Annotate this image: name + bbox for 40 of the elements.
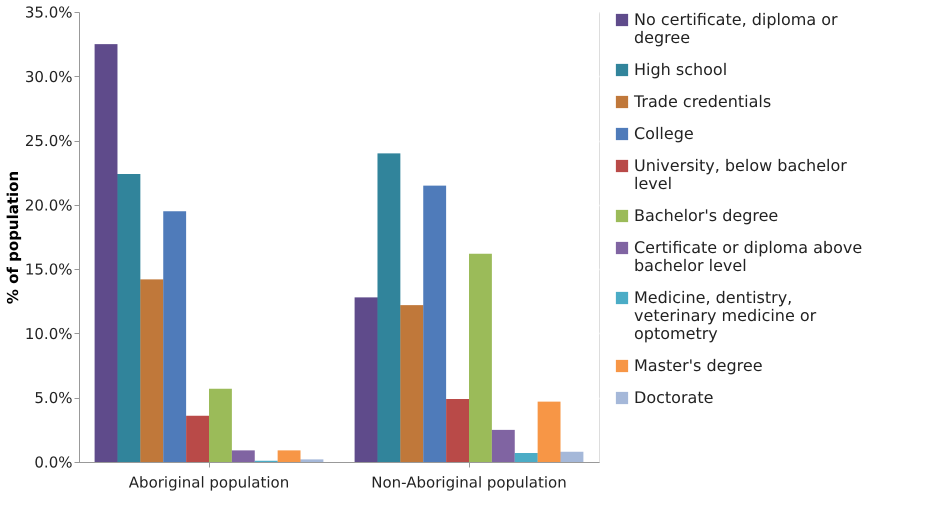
y-tick-label: 35.0% xyxy=(24,4,72,22)
bar xyxy=(300,459,324,462)
bar xyxy=(140,279,164,462)
bar xyxy=(354,297,378,462)
y-tick-label: 10.0% xyxy=(24,324,72,343)
legend-label: Certificate or diploma above bachelor level xyxy=(634,238,862,275)
bar xyxy=(560,452,584,462)
y-tick-label: 15.0% xyxy=(24,260,72,279)
y-tick-label: 20.0% xyxy=(24,196,72,214)
legend-label: Trade credentials xyxy=(633,92,772,111)
bar xyxy=(514,453,538,462)
bar xyxy=(492,430,515,462)
bar xyxy=(209,388,232,462)
bar xyxy=(117,174,140,462)
bar xyxy=(423,186,446,462)
y-tick-label: 30.0% xyxy=(24,68,72,86)
bar xyxy=(163,211,186,462)
bar xyxy=(400,305,424,462)
legend-label: Bachelor's degree xyxy=(634,206,778,225)
bar xyxy=(538,402,561,462)
y-tick-label: 5.0% xyxy=(34,389,72,408)
bar xyxy=(186,416,209,462)
bar xyxy=(377,153,400,462)
y-tick-label: 0.0% xyxy=(34,454,72,472)
y-tick-label: 25.0% xyxy=(24,132,72,150)
legend-label: No certificate, diploma or degree xyxy=(634,10,838,47)
legend-label: Master's degree xyxy=(634,356,763,375)
legend-label: Medicine, dentistry, veterinary medicine or optometry xyxy=(634,288,817,343)
bar xyxy=(278,450,301,462)
legend-label: Doctorate xyxy=(634,388,714,407)
bar xyxy=(469,254,492,462)
bar xyxy=(94,44,118,462)
x-tick-label: Aboriginal population xyxy=(128,474,290,492)
bar xyxy=(446,399,469,462)
legend-label: High school xyxy=(634,60,728,79)
x-tick-label: Non-Aboriginal population xyxy=(371,474,567,492)
bar xyxy=(232,450,255,462)
legend-label: College xyxy=(634,124,694,143)
legend-label: University, below bachelor level xyxy=(634,156,848,193)
y-axis-title: % of population xyxy=(4,170,22,304)
